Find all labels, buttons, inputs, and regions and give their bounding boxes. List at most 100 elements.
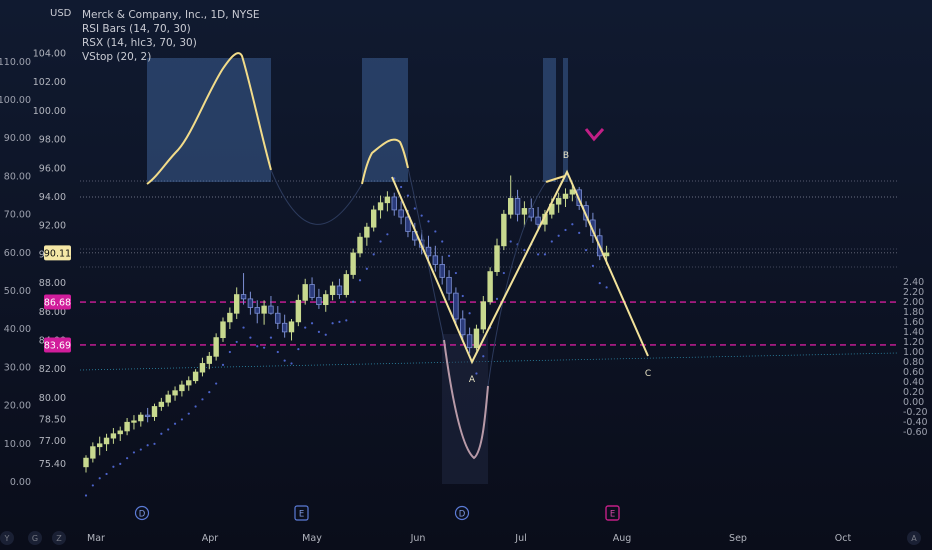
event-markers: D DE E <box>134 505 620 521</box>
candles <box>83 175 610 473</box>
candle-body <box>535 216 541 225</box>
pattern-point-label: C <box>645 369 651 379</box>
vstop-dot <box>283 359 286 362</box>
rsi-overbought-zone <box>362 58 408 182</box>
vstop-dot <box>441 240 444 243</box>
vstop-dot <box>400 185 403 189</box>
earnings-marker-icon <box>294 505 309 521</box>
vstop-dot <box>591 264 595 267</box>
vstop-dot <box>502 271 505 275</box>
event-marker-letter: D <box>139 510 146 520</box>
right-axis-label: 0.80 <box>903 357 924 368</box>
candle-body <box>521 208 528 215</box>
price-axis-label: 77.00 <box>39 436 66 447</box>
price-tag-bg <box>44 245 71 261</box>
osc-axis-label: 100.00 <box>0 95 31 106</box>
right-axis-label: 1.20 <box>903 337 924 348</box>
pattern-zigzag <box>391 169 649 365</box>
vstop-dot <box>276 350 279 354</box>
candle-body <box>473 328 480 349</box>
vstop-dot <box>434 230 437 233</box>
vstop-dot <box>379 240 382 243</box>
vstop-dot <box>454 271 457 275</box>
right-axis-label: 1.00 <box>903 347 924 358</box>
earnings-marker-icon <box>605 505 620 521</box>
vstop-dot <box>578 231 581 234</box>
horizontal-levels <box>80 252 898 346</box>
candle-body <box>323 294 329 306</box>
vstop-dot <box>180 418 183 421</box>
vstop-dot <box>406 194 410 197</box>
trendline <box>79 352 899 371</box>
candle-body <box>103 437 110 445</box>
vstop-dot <box>427 220 430 223</box>
vstop-dot <box>119 462 122 466</box>
candle-body <box>213 337 219 357</box>
vstop-dot <box>304 326 307 329</box>
price-tag-bg <box>44 337 71 353</box>
candle-body <box>172 390 178 396</box>
candle-body <box>97 443 103 448</box>
candle-body <box>398 209 404 218</box>
vstop-dot <box>208 391 211 394</box>
time-axis-label: Sep <box>729 533 747 544</box>
candle-body <box>487 271 493 303</box>
axis-button-letter: A <box>911 534 917 543</box>
candle-body <box>165 394 171 403</box>
legend: Merck & Company, Inc., 1D, NYSE RSI Bars… <box>82 8 260 64</box>
right-axis-label: 2.20 <box>903 287 924 298</box>
candle-body <box>254 307 260 314</box>
vstop-dot <box>509 240 512 243</box>
candle-body <box>453 292 459 320</box>
event-marker-letter: E <box>299 510 304 520</box>
right-axis-label: 0.40 <box>903 377 924 388</box>
candle-body <box>302 284 308 301</box>
vstop-dot <box>269 336 273 339</box>
candle-body <box>370 209 377 228</box>
candle-body <box>186 380 192 386</box>
right-axis-label: 0.00 <box>903 397 924 408</box>
vstop-dot <box>242 326 245 329</box>
vstop-dot <box>139 448 142 451</box>
vstop-dot <box>365 267 368 270</box>
candle-body <box>460 318 466 336</box>
candle-body <box>329 285 336 295</box>
candle-body <box>83 457 89 468</box>
axis-button-bg <box>52 531 66 545</box>
indicator-rsx[interactable]: RSX (14, hlc3, 70, 30) <box>82 37 197 49</box>
right-axis-label: -0.40 <box>903 417 928 428</box>
candle-body <box>179 384 185 392</box>
vstop-dot <box>112 465 115 468</box>
vstop-dot <box>564 228 567 232</box>
symbol-title[interactable]: Merck & Company, Inc., 1D, NYSE <box>82 9 260 21</box>
right-axis-label: -0.20 <box>903 407 928 418</box>
vstop-dot <box>584 248 588 252</box>
vstop-dot <box>420 214 423 217</box>
vstop-dot <box>543 253 547 256</box>
price-axis-label: 102.00 <box>33 77 66 88</box>
rsi-shaded-zones <box>147 58 568 484</box>
vstop-dot <box>468 312 471 315</box>
rsx-curve-segment <box>146 52 272 185</box>
vstop-dot <box>372 253 375 256</box>
candle-body <box>233 294 240 314</box>
rsx-line <box>146 52 566 460</box>
candle-body <box>377 202 384 211</box>
candle-body <box>466 334 473 349</box>
indicator-rsi-bars[interactable]: RSI Bars (14, 70, 30) <box>82 23 191 35</box>
axis-button-letter: Z <box>56 534 62 543</box>
osc-axis-label: 50.00 <box>4 286 31 297</box>
vstop-dot <box>447 254 451 257</box>
candle-body <box>555 198 562 205</box>
time-axis-label: Oct <box>835 533 852 544</box>
candle-body <box>501 213 507 247</box>
vstop-dot <box>331 322 334 325</box>
candle-body <box>192 371 199 382</box>
vstop-dot <box>345 319 348 322</box>
right-axis-label: 1.80 <box>903 307 924 318</box>
indicator-vstop[interactable]: VStop (20, 2) <box>82 51 152 63</box>
candle-body <box>220 321 226 339</box>
rsx-curve-segment <box>361 138 409 185</box>
axis-button-letter: G <box>32 534 38 543</box>
